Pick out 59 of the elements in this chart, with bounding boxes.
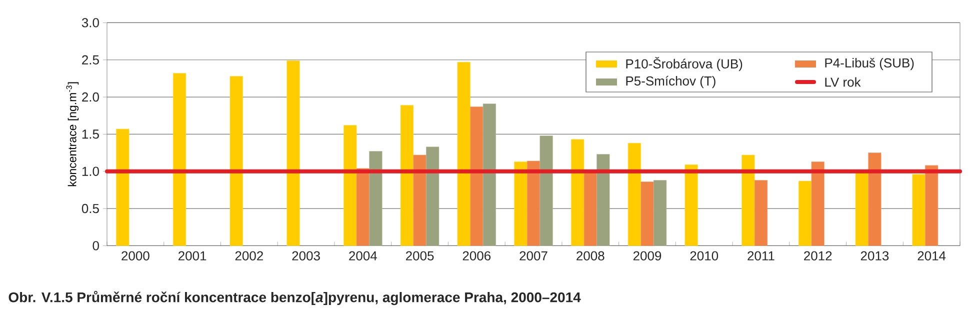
legend-label: P5-Smíchov (T) [626, 76, 716, 88]
y-tick-label: 0 [92, 241, 99, 250]
legend-label: LV rok [825, 77, 861, 87]
y-tick-label: 1.0 [82, 166, 99, 176]
x-tick-label: 2012 [804, 251, 832, 260]
y-tick-label: 0.5 [82, 204, 99, 214]
bar [514, 162, 528, 246]
x-tick-label: 2008 [576, 251, 604, 260]
x-tick-label: 2001 [178, 251, 206, 260]
legend-label: P10-Šrobárova (UB) [626, 56, 742, 72]
x-tick-label: 2003 [292, 251, 320, 260]
x-tick-label: 2010 [690, 251, 718, 260]
bar [172, 73, 186, 246]
bar [855, 171, 868, 246]
x-tick-label: 2000 [122, 251, 150, 260]
bar [571, 139, 584, 246]
bar [116, 128, 130, 246]
bar [356, 168, 370, 246]
bar [482, 104, 496, 246]
bar [684, 164, 698, 246]
bar [526, 160, 540, 246]
y-tick-label: 1.5 [82, 130, 99, 139]
bar [230, 76, 243, 246]
x-tick-label: 2005 [406, 251, 434, 260]
bar [912, 174, 926, 246]
x-tick-label: 2014 [918, 251, 946, 260]
bar [628, 142, 641, 246]
bar [369, 151, 382, 246]
bar [868, 152, 882, 246]
bar [811, 162, 824, 246]
bar [925, 165, 938, 246]
x-tick-label: 2006 [462, 251, 491, 260]
bar [640, 182, 654, 246]
bar [540, 136, 553, 246]
x-tick-label: 2009 [633, 251, 662, 260]
bar [426, 146, 440, 246]
bar [413, 154, 426, 246]
x-tick-label: 2002 [235, 251, 263, 260]
y-tick-label: 2.0 [82, 92, 99, 102]
bar [400, 105, 414, 246]
legend-label: P4-Libuš (SUB) [825, 58, 914, 70]
bar [742, 154, 755, 246]
text: Obr. V.1.5 Průměrné roční koncentrace benzo[a]pyrenu, aglomerace Praha, 2000–2014 [8, 290, 581, 306]
y-axis-title: koncentrace [ng.m$^{-3}$] [66, 82, 79, 186]
bar [457, 62, 470, 246]
bar [470, 106, 484, 246]
x-tick-label: 2011 [748, 251, 774, 260]
bar [653, 180, 667, 246]
x-tick-label: 2013 [860, 251, 889, 260]
x-tick-label: 2007 [520, 251, 548, 260]
bar [798, 180, 812, 246]
bar [286, 60, 300, 246]
bar [584, 171, 597, 246]
bar [596, 154, 610, 246]
bar [344, 125, 357, 246]
y-tick-label: 2.5 [82, 55, 99, 64]
y-tick-label: 3.0 [82, 18, 99, 28]
bar [754, 180, 768, 246]
x-tick-label: 2004 [349, 251, 377, 260]
